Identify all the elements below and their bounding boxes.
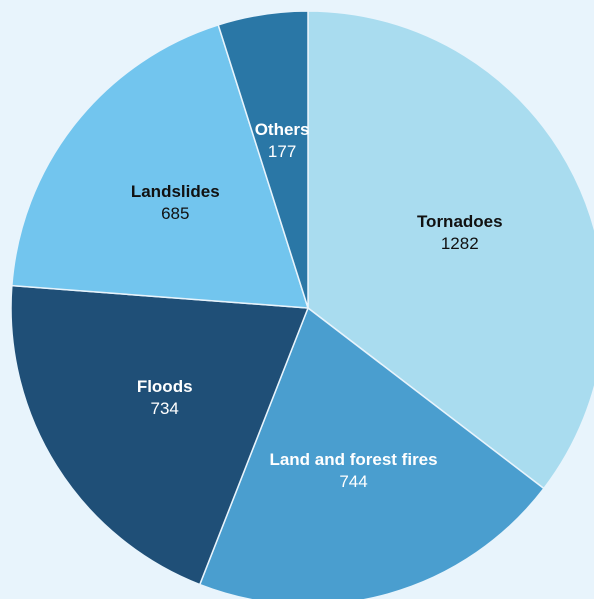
value-label: 685 [161, 203, 190, 223]
value-label: 734 [150, 399, 179, 419]
category-label: Floods [136, 377, 193, 397]
pie-slice [10, 284, 310, 586]
category-label: Tornadoes [416, 212, 503, 232]
value-label: 1282 [440, 234, 479, 254]
pie-slice [11, 23, 310, 309]
value-label: 177 [267, 141, 297, 161]
slice-label: Others 177 [197, 119, 367, 163]
category-label: Land and forest fires [269, 450, 438, 470]
slice-label: Floods 734 [80, 376, 250, 420]
value-label: 744 [339, 472, 368, 492]
pie-slice [217, 10, 309, 309]
pie-slice [198, 306, 545, 599]
slice-label: Land and forest fires 744 [269, 449, 439, 493]
slice-label: Tornadoes 1282 [375, 211, 545, 255]
pie-slice [307, 10, 594, 490]
category-label: Landslides [130, 181, 220, 201]
slice-label: Landslides 685 [90, 181, 260, 225]
category-label: Others [254, 119, 310, 139]
